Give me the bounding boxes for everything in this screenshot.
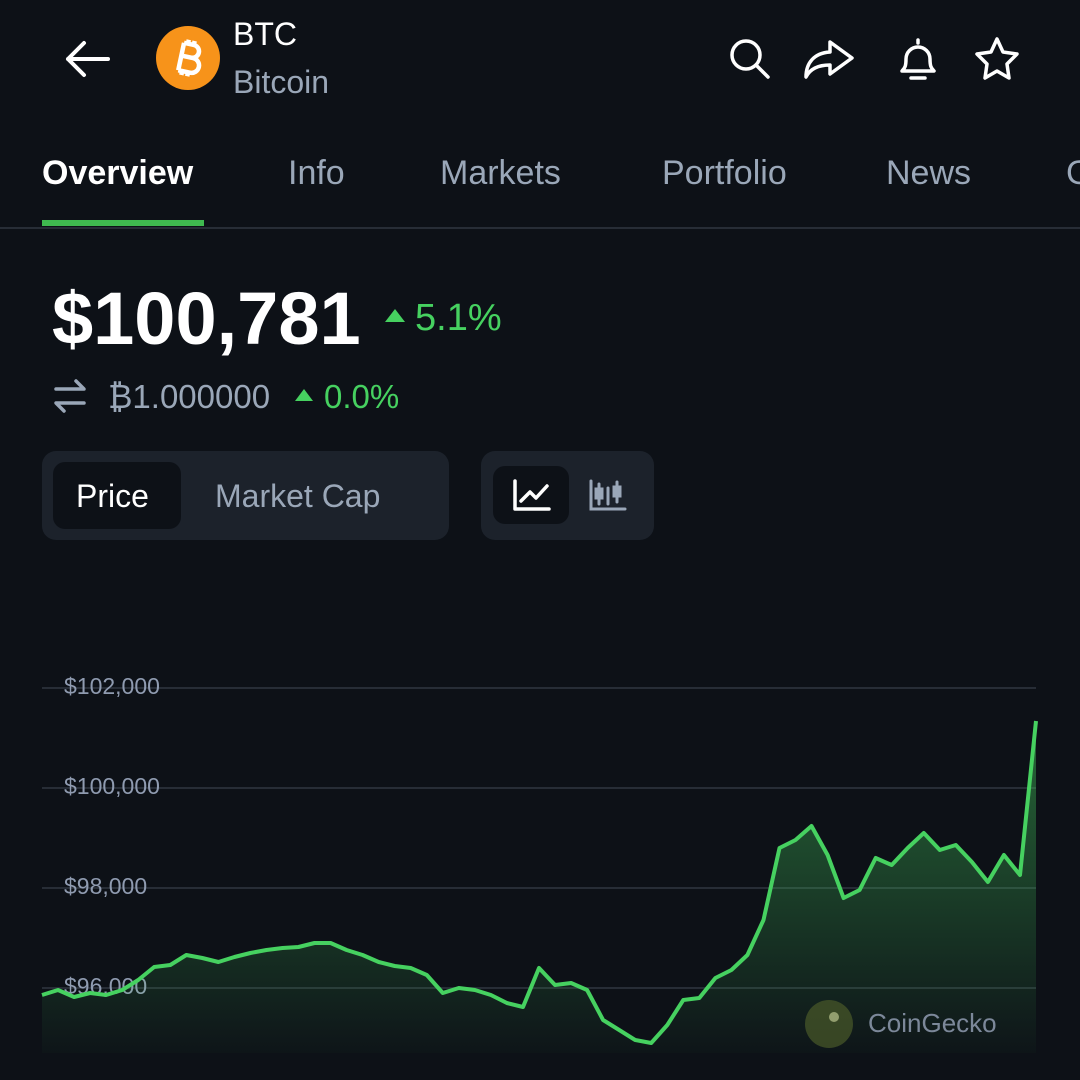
divider [0,227,1080,229]
tab[interactable]: Portfolio [662,154,787,192]
btc-price: ₿1.000000 [108,378,271,415]
btc-change: 0.0% [324,378,400,415]
candle-chart-icon[interactable] [588,478,628,512]
toggle[interactable]: Price [76,478,149,514]
swap-icon[interactable] [52,378,88,414]
price-change: 5.1% [415,297,502,339]
tab[interactable]: Overview [42,154,194,192]
coin-logo [156,26,220,90]
watermark-logo [805,1000,853,1048]
area-fill [42,721,1036,1053]
price: $100,781 [52,277,361,360]
line-chart-icon[interactable] [512,478,552,512]
price-line [41,720,1038,1045]
tab[interactable]: Markets [440,154,561,192]
watermark: CoinGecko [868,1008,997,1038]
toggle[interactable]: Market Cap [215,478,381,514]
coin-symbol: BTC [233,16,297,52]
toggle-active [53,462,181,529]
toolbar-icons[interactable] [726,34,1026,84]
tab[interactable]: Info [288,154,345,192]
y-tick-label: $100,000 [64,773,160,799]
up-arrow [295,389,313,401]
back-button[interactable] [62,38,112,80]
y-tick-label: $102,000 [64,673,160,699]
coin-name: Bitcoin [233,64,330,100]
tab[interactable]: G [1066,154,1080,192]
y-tick-label: $98,000 [64,873,147,899]
up-arrow [385,309,405,322]
tab[interactable]: News [886,154,972,192]
tab-indicator [42,220,204,226]
